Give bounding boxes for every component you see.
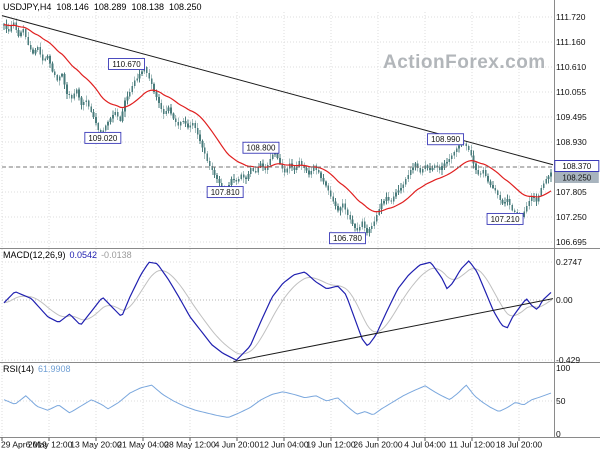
svg-text:108.250: 108.250 [562, 174, 591, 183]
rsi-axis-label: 50 [556, 396, 566, 406]
y-axis-label: 108.930 [556, 137, 587, 147]
x-axis-label: 28 May 12:00 [164, 440, 216, 450]
price-callout: 107.810 [206, 186, 244, 199]
rsi-axis-label: 0 [556, 429, 561, 439]
x-axis-label: 18 Jul 20:00 [496, 440, 543, 450]
level-price-tag: 108.370 [554, 160, 600, 172]
x-axis-label: 11 Jul 12:00 [449, 440, 495, 450]
price-callout: 106.780 [329, 232, 366, 245]
macd-line [3, 260, 552, 361]
svg-text:108.990: 108.990 [431, 135, 460, 144]
rsi-axis-label: 100 [556, 363, 570, 373]
macd-panel [2, 260, 554, 363]
y-axis-label: 111.160 [556, 37, 586, 47]
panel-frame [0, 0, 600, 438]
ma-overlay [3, 24, 552, 213]
svg-text:108.800: 108.800 [247, 144, 276, 153]
price-callout: 108.800 [242, 141, 280, 154]
y-axis-label: 110.610 [556, 62, 586, 72]
x-axis-label: 26 Jun 20:00 [353, 440, 402, 450]
rsi-panel [3, 384, 552, 418]
x-axis-label: 6 May 12:00 [26, 440, 73, 450]
x-axis-label: 29 Apr 2019 [1, 440, 47, 450]
grid-lines [1, 12, 553, 437]
price-callout: 108.990 [427, 133, 465, 146]
x-axis-label: 21 May 04:00 [117, 440, 169, 450]
x-axis-label: 19 Jun 12:00 [306, 440, 355, 450]
macd-axis-label: 0.2747 [556, 257, 582, 267]
svg-text:106.780: 106.780 [333, 234, 362, 243]
macd-axis-label: -0.429 [556, 355, 580, 365]
svg-text:110.670: 110.670 [112, 60, 141, 69]
price-callout: 109.020 [84, 131, 122, 144]
y-axis-label: 111.720 [556, 12, 586, 22]
price-tags: 108.370 108.250 [554, 160, 600, 183]
svg-text:107.210: 107.210 [491, 215, 520, 224]
y-axis-label: 110.055 [556, 87, 586, 97]
candlestick-series [3, 18, 552, 237]
y-axis-label: 106.695 [556, 237, 587, 247]
price-callout: 107.210 [486, 212, 524, 225]
x-axis-label: 4 Jun 20:00 [215, 440, 260, 450]
last-price-tag: 108.250 [554, 172, 599, 183]
macd-trendline [233, 298, 554, 363]
y-axis-label: 107.250 [556, 212, 587, 222]
svg-text:108.370: 108.370 [562, 162, 591, 171]
y-axis-label: 107.805 [556, 187, 587, 197]
y-axis: 111.720 111.160 110.610 110.055 109.495 108.9… [556, 12, 587, 439]
y-axis-label: 109.495 [556, 112, 587, 122]
macd-signal-line [3, 267, 552, 355]
price-callouts: 110.670 109.020 108.800 107.810 106.780 108.9… [84, 58, 524, 245]
x-axis-label: 12 Jun 04:00 [259, 440, 308, 450]
x-axis-label: 4 Jul 04:00 [404, 440, 446, 450]
svg-text:107.810: 107.810 [211, 188, 240, 197]
moving-average-line [3, 24, 552, 213]
price-callout: 110.670 [108, 58, 145, 70]
x-axis-label: 13 May 20:00 [70, 440, 122, 450]
macd-axis-label: 0.00 [556, 295, 573, 305]
svg-text:109.020: 109.020 [88, 134, 117, 143]
rsi-line [3, 384, 552, 418]
